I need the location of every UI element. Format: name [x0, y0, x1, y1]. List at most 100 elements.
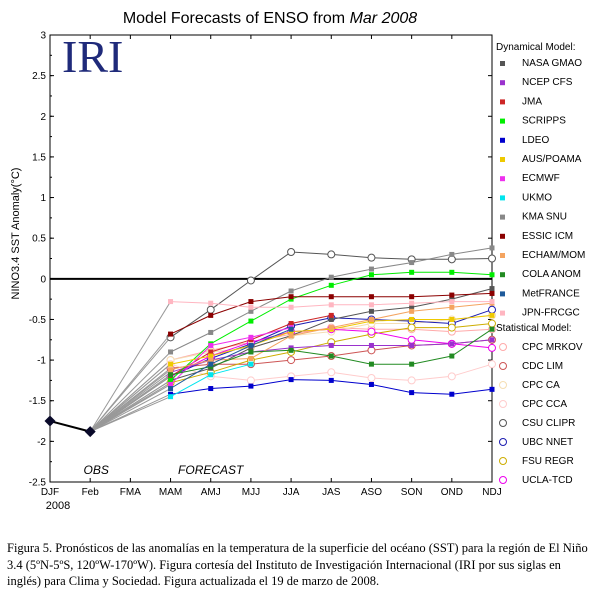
data-point — [248, 334, 254, 340]
legend-label: ESSIC ICM — [522, 231, 573, 242]
data-point — [208, 372, 214, 378]
data-point — [368, 361, 374, 367]
legend-marker — [500, 157, 505, 162]
legend-label: CPC CA — [522, 380, 560, 391]
legend: Dynamical Model: NASA GMAO NCEP CFS JMA SCRI… — [496, 42, 585, 486]
data-point — [489, 290, 495, 296]
data-point — [208, 349, 214, 355]
legend-marker — [500, 80, 505, 86]
legend-marker — [500, 99, 505, 105]
data-point — [288, 333, 294, 339]
data-point — [248, 318, 254, 324]
figure-caption: Figura 5. Pronósticos de las anomalías e… — [7, 541, 588, 588]
data-point — [328, 377, 334, 383]
obs-label: OBS — [84, 463, 109, 477]
dynamical-legend-title: Dynamical Model: — [496, 42, 575, 53]
y-tick-label: -1.5 — [29, 396, 47, 407]
x-tick-label: NDJ — [482, 487, 501, 498]
x-tick-label: AMJ — [201, 487, 221, 498]
data-point — [206, 305, 215, 314]
data-point — [168, 361, 174, 367]
data-point — [248, 299, 254, 305]
data-point — [168, 394, 174, 400]
data-point — [168, 349, 174, 355]
data-point — [368, 342, 374, 348]
x-tick-label: Feb — [82, 487, 100, 498]
x-tick-label: JAS — [322, 487, 341, 498]
obs-connector — [89, 396, 171, 433]
legend-label: ECHAM/MOM — [522, 250, 585, 261]
x-tick-label: ASO — [361, 487, 382, 498]
data-point — [368, 302, 374, 308]
data-point — [488, 319, 496, 328]
data-point — [489, 299, 495, 305]
legend-label: UBC NNET — [522, 437, 573, 448]
y-axis-label: NINO3.4 SST Anomaly(°C) — [10, 168, 22, 300]
data-point — [246, 276, 255, 285]
obs-connector — [89, 351, 171, 432]
data-point — [208, 342, 214, 348]
series-dyn-8 — [89, 245, 495, 432]
y-tick-label: -2.5 — [29, 478, 47, 489]
legend-label: CSU CLIPR — [522, 418, 575, 429]
data-point — [409, 304, 415, 310]
legend-label: NCEP CFS — [522, 77, 573, 88]
data-point — [208, 300, 214, 306]
data-point — [368, 316, 374, 322]
data-point — [168, 331, 174, 337]
data-point — [327, 250, 336, 259]
data-point — [409, 269, 415, 275]
data-point — [368, 308, 374, 314]
data-point — [449, 292, 455, 298]
iri-logo: IRI — [62, 31, 123, 82]
data-point — [447, 372, 456, 381]
legend-marker — [500, 291, 505, 297]
observed-point — [44, 415, 56, 427]
data-point — [248, 355, 254, 361]
y-tick-label: 1.5 — [32, 152, 46, 163]
data-point — [288, 304, 294, 310]
legend-marker — [500, 214, 505, 220]
legend-marker — [499, 343, 507, 351]
data-point — [489, 272, 495, 278]
data-point — [409, 316, 415, 322]
data-point — [449, 353, 455, 359]
data-point — [328, 294, 334, 300]
data-point — [409, 308, 415, 314]
legend-label: KMA SNU — [522, 212, 567, 223]
legend-marker — [499, 419, 507, 427]
legend-label: SCRIPPS — [522, 116, 566, 127]
legend-label: FSU REGR — [522, 456, 574, 467]
y-tick-label: 3 — [40, 31, 46, 42]
data-point — [367, 373, 376, 382]
data-point — [488, 343, 496, 352]
data-point — [288, 321, 294, 327]
data-point — [489, 312, 495, 318]
series-dyn-4 — [89, 377, 495, 433]
data-point — [208, 386, 214, 392]
data-point — [409, 361, 415, 367]
legend-marker — [500, 61, 505, 66]
y-tick-label: 2 — [40, 112, 46, 123]
statistical-legend-title: Statistical Model: — [496, 323, 572, 334]
data-point — [168, 386, 174, 392]
data-point — [248, 349, 254, 355]
y-tick-label: -1 — [37, 356, 46, 367]
data-point — [248, 304, 254, 310]
legend-marker — [500, 195, 505, 201]
data-point — [488, 305, 496, 314]
data-point — [168, 372, 174, 378]
y-tick-label: 0 — [40, 274, 46, 285]
legend-label: CPC CCA — [522, 399, 567, 410]
obs-connector — [89, 388, 171, 433]
legend-label: JPN-FRCGC — [522, 308, 580, 319]
data-point — [168, 299, 174, 305]
legend-marker — [500, 253, 505, 258]
data-point — [368, 272, 374, 278]
data-point — [407, 335, 416, 344]
y-tick-label: -2 — [37, 437, 46, 448]
data-point — [328, 316, 334, 322]
data-point — [246, 376, 255, 385]
legend-marker — [499, 457, 507, 465]
data-point — [489, 386, 495, 392]
